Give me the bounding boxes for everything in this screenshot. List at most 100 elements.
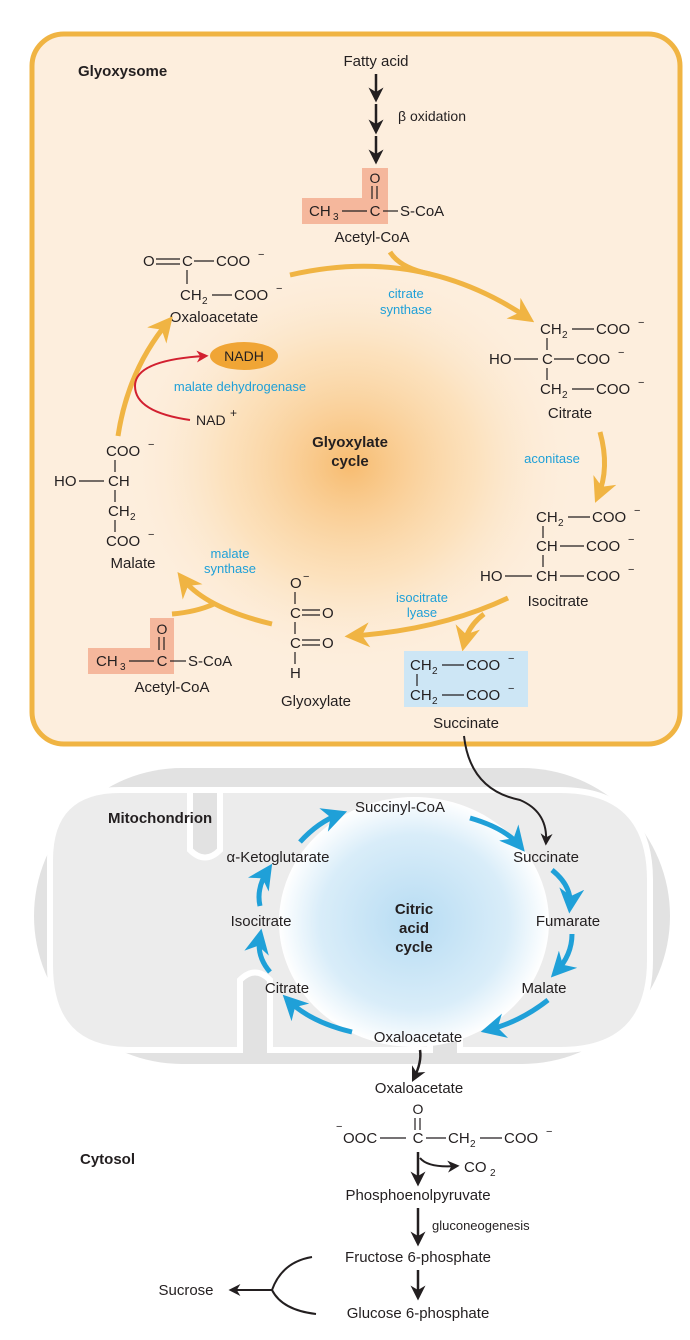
cac-arrow-ketoglutarate-succinylcoa — [298, 808, 348, 844]
svg-text:−: − — [148, 439, 154, 451]
acetyl-coa-left-entry-arrow — [171, 601, 216, 617]
nad-charge: + — [230, 406, 237, 420]
svg-text:CH: CH — [108, 503, 130, 520]
svg-text:C: C — [182, 253, 193, 270]
svg-text:CH: CH — [108, 473, 130, 490]
acetyl-coa-top-structure: O CH 3 C S-CoA — [302, 168, 444, 224]
isocitrate-lyase-label-2: lyase — [407, 605, 437, 620]
citrate-label: Citrate — [548, 405, 592, 422]
svg-text:COO: COO — [466, 657, 500, 674]
succinate-highlight — [404, 651, 528, 707]
svg-text:2: 2 — [558, 518, 564, 529]
svg-text:3: 3 — [120, 662, 126, 673]
glyoxylate-cycle-label-1: Glyoxylate — [312, 434, 388, 451]
co2-release-arrow — [419, 1157, 460, 1173]
mito-oxaloacetate-label: Oxaloacetate — [374, 1029, 462, 1046]
svg-text:CH: CH — [536, 509, 558, 526]
svg-text:−: − — [628, 564, 634, 576]
malate-structure: COO − HO CH CH 2 COO − — [54, 439, 154, 550]
svg-text:3: 3 — [333, 212, 339, 223]
svg-text:O: O — [290, 575, 302, 592]
mito-isocitrate-label: Isocitrate — [231, 913, 292, 930]
citric-cycle-label-3: cycle — [395, 939, 433, 956]
svg-text:CH: CH — [410, 687, 432, 704]
fatty-acid-label: Fatty acid — [343, 53, 408, 70]
svg-text:O: O — [370, 170, 381, 186]
svg-text:HO: HO — [489, 351, 512, 368]
succinate-structure: CH 2 COO − CH 2 COO − — [410, 653, 514, 707]
svg-text:O: O — [157, 621, 168, 637]
aconitase-label: aconitase — [524, 451, 580, 466]
svg-text:C: C — [370, 203, 381, 220]
cytosol-oxaloacetate-structure: O − OOC C CH 2 COO − — [336, 1101, 552, 1150]
svg-text:2: 2 — [202, 296, 208, 307]
glyoxylate-label: Glyoxylate — [281, 693, 351, 710]
glyoxylate-cycle-label-2: cycle — [331, 453, 369, 470]
svg-text:COO: COO — [504, 1130, 538, 1147]
citric-cycle-label-1: Citric — [395, 901, 433, 918]
malate-dehydrogenase-label: malate dehydrogenase — [174, 379, 306, 394]
svg-text:C: C — [157, 653, 168, 670]
svg-text:S-CoA: S-CoA — [400, 203, 444, 220]
cytosol-oxaloacetate-label: Oxaloacetate — [375, 1080, 463, 1097]
svg-text:CH: CH — [410, 657, 432, 674]
f6p-label: Fructose 6-phosphate — [345, 1249, 491, 1266]
cac-arrow-isocitrate-ketoglutarate — [247, 863, 273, 907]
svg-text:2: 2 — [562, 330, 568, 341]
svg-text:CH: CH — [180, 287, 202, 304]
svg-text:−: − — [638, 317, 644, 329]
svg-text:CH: CH — [309, 203, 331, 220]
aconitase-arrow — [593, 431, 617, 503]
beta-oxidation-label: β oxidation — [398, 108, 466, 124]
succinyl-coa-label: Succinyl-CoA — [355, 799, 445, 816]
svg-text:−: − — [336, 1121, 342, 1133]
cac-arrow-fumarate-malate — [550, 933, 578, 978]
svg-text:−: − — [634, 505, 640, 517]
svg-text:OOC: OOC — [343, 1130, 377, 1147]
mito-citrate-label: Citrate — [265, 980, 309, 997]
acetyl-coa-entry-arrow — [387, 250, 431, 277]
svg-text:O: O — [413, 1101, 424, 1117]
svg-text:COO: COO — [586, 568, 620, 585]
pep-label: Phosphoenolpyruvate — [345, 1187, 490, 1204]
svg-text:−: − — [148, 529, 154, 541]
cac-arrow-oxaloacetate-citrate — [282, 994, 353, 1035]
svg-text:−: − — [546, 1126, 552, 1138]
svg-text:2: 2 — [470, 1139, 476, 1150]
acetyl-coa-left-structure: O CH 3 C S-CoA — [88, 618, 232, 674]
acetyl-coa-top-label: Acetyl-CoA — [334, 229, 409, 246]
malate-synthase-label-1: malate — [210, 546, 249, 561]
svg-text:CH: CH — [448, 1130, 470, 1147]
svg-text:2: 2 — [432, 696, 438, 707]
cytosol-label: Cytosol — [80, 1151, 135, 1168]
mitochondrion-label: Mitochondrion — [108, 810, 212, 827]
svg-text:O: O — [322, 635, 334, 652]
alpha-ketoglutarate-label: α-Ketoglutarate — [227, 849, 330, 866]
citric-cycle-label-2: acid — [399, 920, 429, 937]
cac-arrow-citrate-isocitrate — [244, 928, 272, 974]
glyoxylate-structure: O − C O C O H — [290, 571, 334, 682]
malate-dehydrogenase-arrow — [115, 316, 173, 437]
mito-succinate-label: Succinate — [513, 849, 579, 866]
svg-text:2: 2 — [432, 666, 438, 677]
succinate-label: Succinate — [433, 715, 499, 732]
cac-arrow-succinylcoa-succinate — [469, 815, 525, 852]
nadh-label: NADH — [224, 348, 264, 364]
succinate-release-arrow — [455, 612, 486, 652]
acetyl-coa-left-label: Acetyl-CoA — [134, 679, 209, 696]
svg-text:CH: CH — [536, 568, 558, 585]
svg-text:CH: CH — [540, 381, 562, 398]
citrate-synthase-label-1: citrate — [388, 286, 423, 301]
isocitrate-lyase-label-1: isocitrate — [396, 590, 448, 605]
succinate-transport-arrow — [463, 735, 553, 846]
svg-text:COO: COO — [596, 381, 630, 398]
svg-text:COO: COO — [592, 509, 626, 526]
svg-text:CH: CH — [536, 538, 558, 555]
sucrose-branch-arrow — [232, 1256, 317, 1315]
cac-arrow-malate-oxaloacetate — [480, 998, 550, 1038]
oxaloacetate-export-arrow — [411, 1049, 426, 1083]
nadh-badge — [210, 342, 278, 370]
svg-text:COO: COO — [106, 443, 140, 460]
svg-text:COO: COO — [234, 287, 268, 304]
svg-text:−: − — [508, 683, 514, 695]
